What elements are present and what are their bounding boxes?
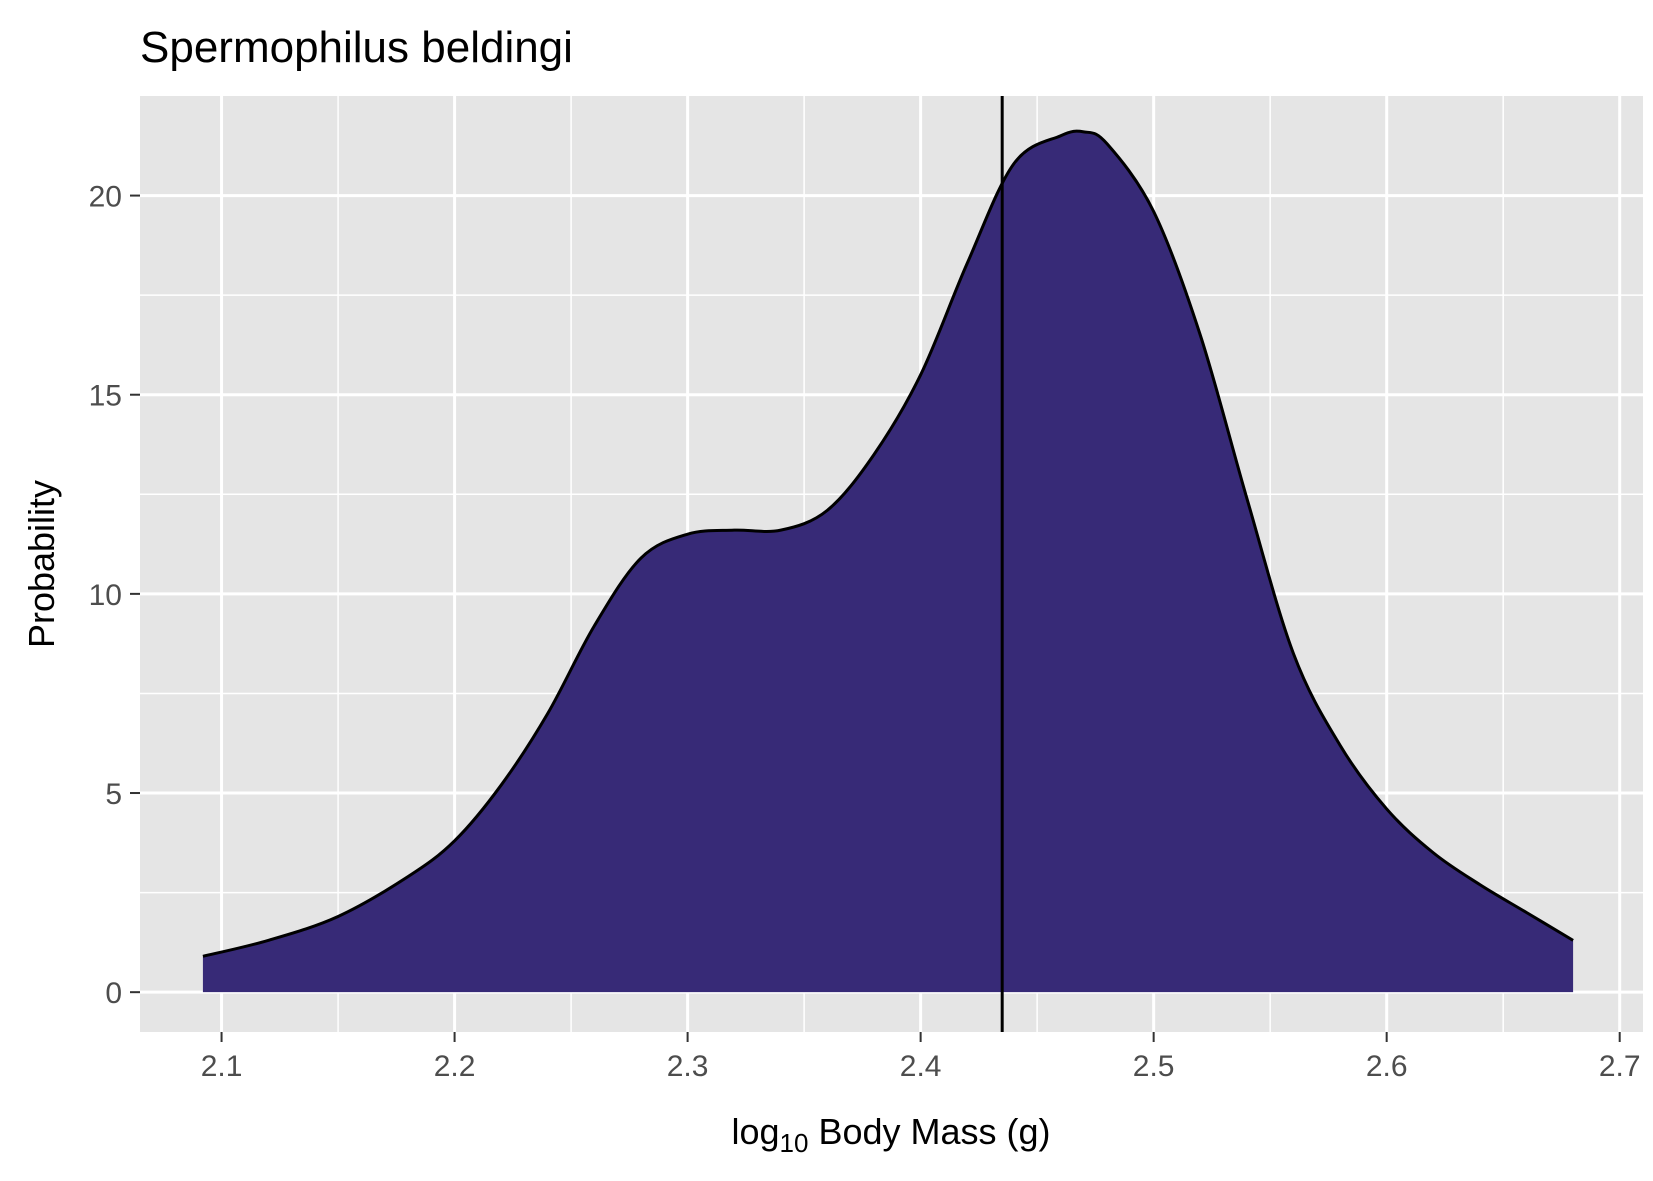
y-tick-label: 20 (89, 181, 122, 214)
x-axis-ticks: 2.1 2.2 2.3 2.4 2.5 2.6 2.7 (201, 1032, 1641, 1083)
y-tick-label: 5 (105, 778, 122, 811)
y-tick-label: 10 (89, 579, 122, 612)
x-axis-title-subscript: 10 (780, 1128, 809, 1158)
x-tick-label: 2.7 (1599, 1050, 1641, 1083)
y-axis-ticks: 0 5 10 15 20 (89, 181, 140, 1010)
chart-title: Spermophilus beldingi (140, 23, 573, 72)
x-tick-label: 2.4 (900, 1050, 942, 1083)
y-axis-title: Probability (21, 480, 62, 648)
y-tick-label: 0 (105, 977, 122, 1010)
density-area (202, 131, 1574, 993)
y-tick-label: 15 (89, 380, 122, 413)
x-tick-label: 2.5 (1133, 1050, 1175, 1083)
x-tick-label: 2.3 (667, 1050, 709, 1083)
x-tick-label: 2.6 (1366, 1050, 1408, 1083)
x-axis-title-suffix: Body Mass (g) (808, 1111, 1050, 1152)
x-tick-label: 2.1 (201, 1050, 243, 1083)
density-line (202, 129, 1574, 958)
x-tick-label: 2.2 (434, 1050, 476, 1083)
x-axis-title-prefix: log (731, 1111, 779, 1152)
x-axis-title: log10 Body Mass (g) (731, 1111, 1050, 1158)
